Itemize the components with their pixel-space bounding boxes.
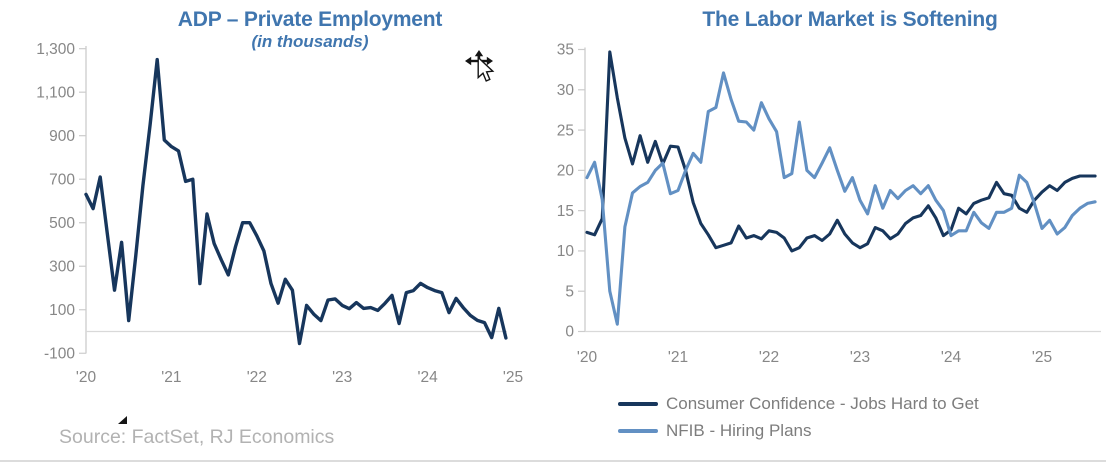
y-tick-label: 1,300	[36, 41, 75, 58]
adp-line	[84, 57, 508, 346]
y-tick-label: 500	[49, 215, 75, 232]
x-tick-label: '25	[503, 369, 523, 386]
legend-item-nfib: NFIB - Hiring Plans	[618, 420, 979, 442]
labor-chart-legend: Consumer Confidence - Jobs Hard to Get N…	[618, 393, 979, 442]
nfib-swatch	[618, 429, 658, 433]
y-tick-label: 5	[565, 283, 574, 300]
y-tick-label: 35	[557, 42, 574, 59]
y-tick-label: 900	[49, 128, 75, 145]
x-tick-label: '25	[1032, 349, 1052, 366]
x-tick-label: '21	[668, 349, 688, 366]
y-tick-label: 20	[557, 163, 575, 180]
nfib-label: NFIB - Hiring Plans	[666, 421, 812, 440]
x-tick-label: '23	[850, 349, 870, 366]
y-tick-label: 300	[49, 258, 75, 275]
y-tick-label: 15	[557, 203, 574, 220]
move-pointer-cursor-icon	[465, 50, 495, 82]
nfib-line	[585, 71, 1097, 326]
consumer-confidence-swatch	[618, 402, 658, 406]
x-tick-label: '22	[759, 349, 779, 366]
bottom-divider	[0, 460, 1106, 462]
y-tick-label: 700	[49, 171, 75, 188]
small-black-triangle-icon	[118, 416, 127, 424]
y-tick-label: -100	[44, 345, 75, 362]
labor-chart-title: The Labor Market is Softening	[702, 8, 998, 31]
y-tick-label: 25	[557, 122, 574, 139]
x-tick-label: '20	[76, 369, 97, 386]
adp-chart-plot: 1,300 1,100 900 700 500 300 100 -100'20 '21 '22 '2…	[36, 41, 523, 386]
y-tick-label: 100	[49, 302, 75, 319]
y-tick-label: 1,100	[36, 84, 75, 101]
x-tick-label: '24	[417, 369, 438, 386]
consumer-confidence-label: Consumer Confidence - Jobs Hard to Get	[666, 394, 979, 413]
consumer-confidence-line	[585, 50, 1097, 253]
y-tick-label: 30	[557, 82, 575, 99]
y-tick-label: 10	[557, 243, 575, 260]
x-tick-label: '20	[577, 349, 598, 366]
source-note: Source: FactSet, RJ Economics	[59, 426, 335, 448]
adp-chart-subtitle: (in thousands)	[251, 32, 369, 51]
labor-chart-plot: 35 30 25 20 15 10 5 0'20 '21 '22 '23 '24 '25	[557, 42, 1101, 366]
x-tick-label: '22	[247, 369, 267, 386]
x-tick-label: '23	[332, 369, 352, 386]
y-tick-label: 0	[565, 324, 574, 341]
adp-chart-title: ADP – Private Employment	[177, 8, 443, 31]
legend-item-consumer-confidence: Consumer Confidence - Jobs Hard to Get	[618, 393, 979, 415]
x-tick-label: '21	[161, 369, 181, 386]
x-tick-label: '24	[941, 349, 962, 366]
